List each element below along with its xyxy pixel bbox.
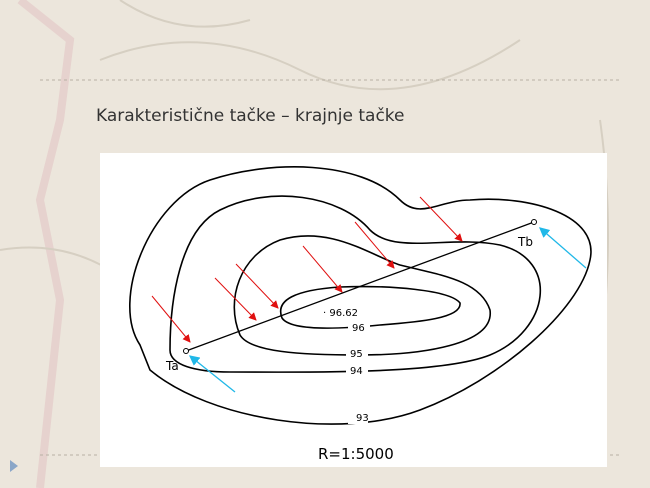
peak-label: · 96.62 xyxy=(323,308,358,319)
point-label: Ta xyxy=(165,359,179,373)
point xyxy=(531,219,537,225)
contour-label: 94 xyxy=(350,366,363,377)
point-label: Tb xyxy=(517,235,533,249)
contour-label: 93 xyxy=(356,413,369,424)
contour-label: 95 xyxy=(350,349,363,360)
red-arrows xyxy=(151,196,463,343)
scale-label: R=1:5000 xyxy=(318,445,394,463)
profile-line xyxy=(185,221,535,352)
cyan-arrows xyxy=(188,227,587,393)
nav-arrow xyxy=(10,460,18,472)
contour-label: 96 xyxy=(352,323,365,334)
point xyxy=(183,348,189,354)
slide-title: Karakteristične tačke – krajnje tačke xyxy=(96,106,404,126)
contours xyxy=(129,166,592,425)
